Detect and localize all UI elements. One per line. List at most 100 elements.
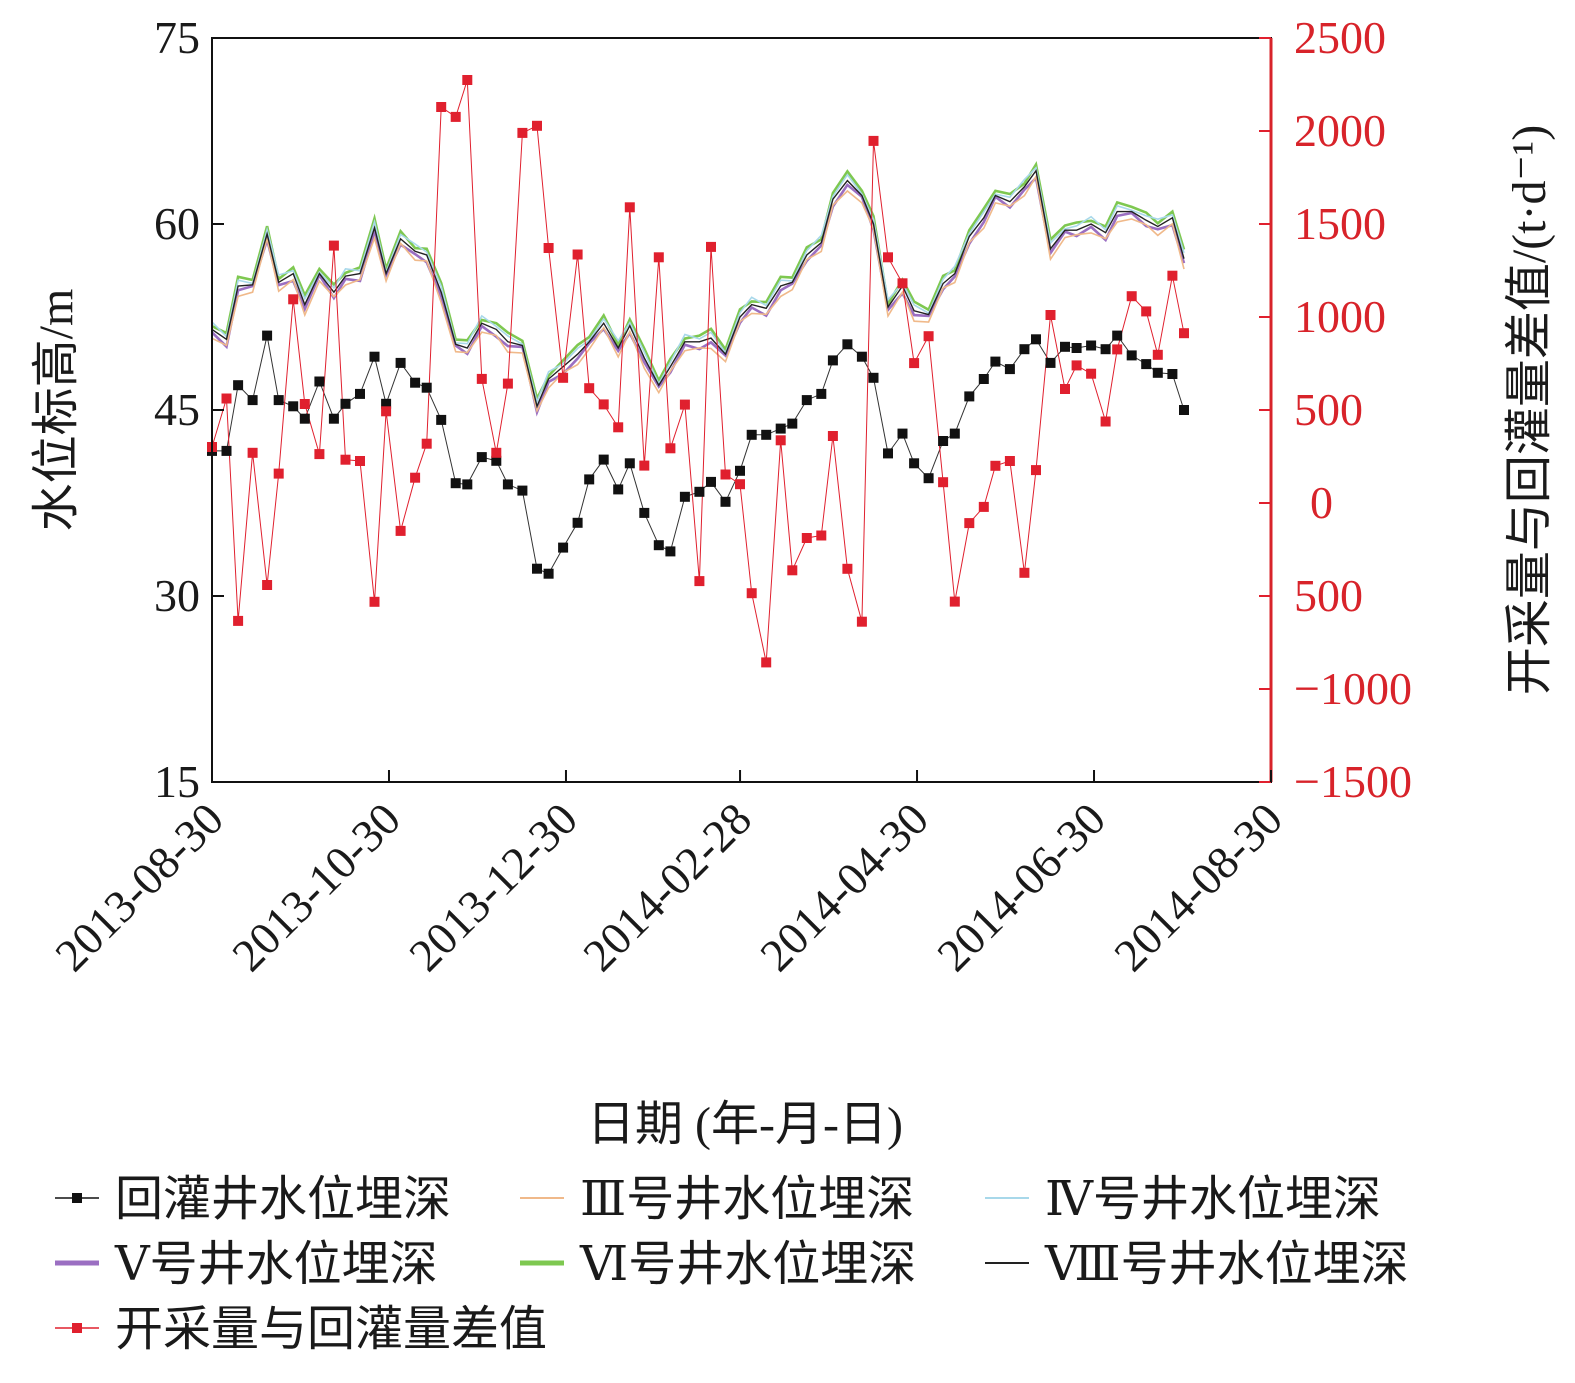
difference-point — [395, 525, 406, 536]
difference-point — [1071, 360, 1082, 371]
recharge-well-point — [462, 479, 473, 490]
difference-point — [978, 501, 989, 512]
difference-point — [299, 399, 310, 409]
difference-point — [679, 399, 690, 410]
difference-point — [1045, 310, 1056, 320]
difference-point — [706, 241, 716, 252]
recharge-well-point — [436, 414, 447, 425]
difference-point — [842, 563, 853, 574]
recharge-well-point — [532, 563, 542, 574]
difference-point — [909, 358, 920, 369]
well-VIII-line — [211, 168, 1185, 409]
y-right-tick-label: 2000 — [1294, 105, 1386, 156]
x-tick-label: 2013-12-30 — [399, 793, 587, 981]
recharge-well-point — [247, 395, 258, 406]
recharge-well-point — [978, 374, 989, 384]
recharge-well-point — [990, 356, 1001, 367]
legend-label: 开采量与回灌量差值 — [115, 1303, 547, 1356]
recharge-well-point — [909, 458, 920, 469]
legend-item-well-IV: Ⅳ号井水位埋深 — [985, 1173, 1381, 1226]
difference-point — [665, 443, 676, 454]
difference-point — [624, 202, 635, 213]
difference-point — [923, 331, 934, 342]
recharge-well-point — [694, 486, 705, 497]
recharge-well-point — [827, 355, 838, 366]
legend-item-difference: 开采量与回灌量差值 — [55, 1303, 547, 1356]
x-axis-title: 日期 (年-月-日) — [587, 1098, 903, 1151]
y-left-tick-label: 45 — [154, 384, 200, 435]
difference-point — [491, 447, 502, 458]
recharge-well-point — [746, 429, 757, 440]
recharge-well-point — [801, 395, 812, 406]
recharge-well-point — [665, 546, 676, 557]
difference-point — [938, 477, 949, 488]
y-left-tick-label: 15 — [154, 756, 200, 807]
recharge-well-point — [1004, 364, 1015, 375]
difference-point — [964, 518, 975, 529]
difference-point — [355, 456, 365, 466]
y-right-tick-label: 2500 — [1294, 12, 1386, 63]
y-right-tick-label: 500 — [1294, 384, 1363, 435]
recharge-well-point — [897, 428, 908, 439]
recharge-well-point — [1152, 367, 1163, 378]
right-axis: −1500 −1000 500 0 500 1000 1500 2000 2500 — [1259, 12, 1412, 807]
recharge-well-point — [1019, 344, 1030, 355]
x-tick-label: 2013-10-30 — [222, 793, 410, 981]
recharge-well-line — [212, 334, 1185, 575]
difference-point — [801, 533, 812, 543]
well-III-line — [211, 174, 1185, 413]
x-tick-label: 2014-06-30 — [927, 793, 1115, 981]
recharge-well-point — [502, 479, 513, 490]
recharge-well-point — [476, 452, 487, 463]
recharge-well-point — [816, 388, 827, 399]
x-tick-label: 2013-08-30 — [45, 793, 233, 981]
y-right-tick-label: 0 — [1310, 477, 1333, 528]
recharge-well-point — [720, 496, 731, 507]
difference-point — [868, 135, 879, 146]
recharge-well-point — [868, 372, 879, 383]
difference-point — [502, 378, 513, 389]
legend-label: Ⅷ号井水位埋深 — [1044, 1238, 1409, 1291]
difference-point — [1141, 306, 1152, 317]
recharge-well-point — [558, 542, 569, 553]
difference-point — [1060, 384, 1070, 394]
recharge-well-point — [233, 380, 244, 391]
recharge-well-point — [410, 377, 421, 388]
recharge-well-point — [314, 376, 325, 387]
recharge-well-point — [450, 478, 461, 489]
well-IV-line — [211, 166, 1185, 405]
plot-area-frame — [211, 37, 1272, 783]
recharge-well-point — [679, 491, 690, 502]
x-tick-label: 2014-08-30 — [1104, 793, 1292, 981]
recharge-well-point — [613, 484, 624, 495]
legend-label: Ⅲ号井水位埋深 — [580, 1173, 914, 1226]
recharge-well-point — [1100, 344, 1111, 355]
difference-line — [211, 79, 1185, 663]
difference-point — [897, 278, 908, 289]
difference-point — [543, 243, 554, 253]
recharge-well-point — [421, 382, 432, 393]
difference-point — [288, 294, 299, 305]
recharge-well-point — [923, 473, 934, 484]
recharge-well-point — [273, 395, 284, 406]
recharge-well-point — [1167, 369, 1178, 379]
y-right-axis-title: 开采量与回灌量差值/(t·d⁻¹) — [1503, 125, 1556, 695]
difference-point — [1086, 368, 1097, 379]
difference-point — [421, 438, 432, 449]
recharge-well-point — [964, 391, 975, 402]
recharge-well-point — [221, 445, 232, 456]
difference-point — [1031, 465, 1041, 476]
recharge-well-point — [395, 357, 406, 368]
well-VI-line — [211, 160, 1186, 403]
well-V-line — [211, 175, 1186, 417]
legend-item-well-VIII: Ⅷ号井水位埋深 — [985, 1238, 1409, 1291]
recharge-well-point — [584, 474, 595, 485]
y-right-tick-label: 500 — [1294, 570, 1363, 621]
difference-point — [1100, 416, 1111, 427]
difference-point — [787, 565, 798, 576]
difference-point — [247, 447, 258, 458]
recharge-well-point — [1141, 359, 1152, 370]
recharge-well-point — [775, 423, 786, 434]
difference-point — [381, 406, 392, 417]
